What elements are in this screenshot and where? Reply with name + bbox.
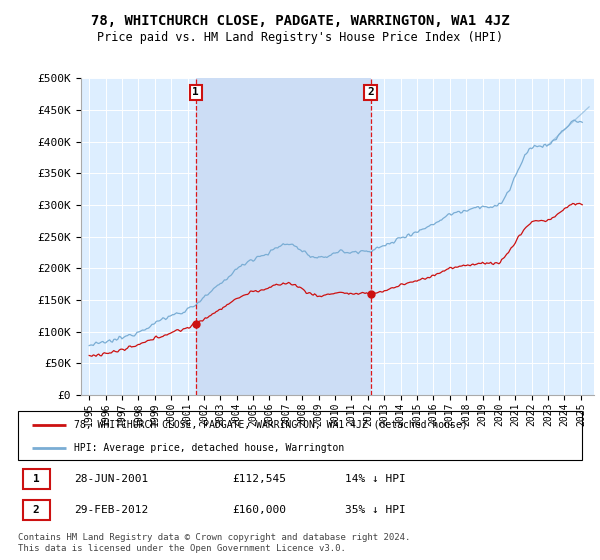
Text: 35% ↓ HPI: 35% ↓ HPI <box>345 505 406 515</box>
Text: £160,000: £160,000 <box>232 505 286 515</box>
Bar <box>23 500 50 520</box>
Bar <box>23 469 50 489</box>
Text: 2: 2 <box>367 87 374 97</box>
Text: Price paid vs. HM Land Registry's House Price Index (HPI): Price paid vs. HM Land Registry's House … <box>97 31 503 44</box>
Text: £112,545: £112,545 <box>232 474 286 484</box>
Text: 28-JUN-2001: 28-JUN-2001 <box>74 474 149 484</box>
Text: 1: 1 <box>193 87 199 97</box>
Text: 14% ↓ HPI: 14% ↓ HPI <box>345 474 406 484</box>
Text: 78, WHITCHURCH CLOSE, PADGATE, WARRINGTON, WA1 4JZ (detached house): 78, WHITCHURCH CLOSE, PADGATE, WARRINGTO… <box>74 420 468 430</box>
Text: 2: 2 <box>32 505 40 515</box>
Text: 1: 1 <box>32 474 40 484</box>
Text: 78, WHITCHURCH CLOSE, PADGATE, WARRINGTON, WA1 4JZ: 78, WHITCHURCH CLOSE, PADGATE, WARRINGTO… <box>91 14 509 28</box>
Text: 29-FEB-2012: 29-FEB-2012 <box>74 505 149 515</box>
Text: Contains HM Land Registry data © Crown copyright and database right 2024.
This d: Contains HM Land Registry data © Crown c… <box>18 533 410 553</box>
Bar <box>196 78 371 395</box>
Text: HPI: Average price, detached house, Warrington: HPI: Average price, detached house, Warr… <box>74 443 344 453</box>
